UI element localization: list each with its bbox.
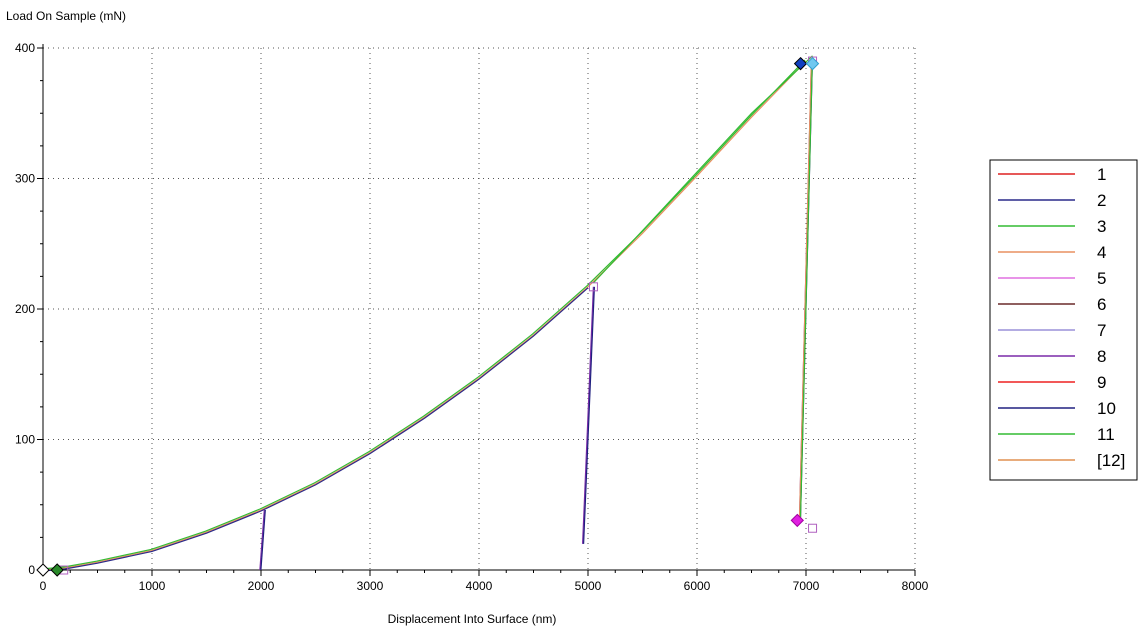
y-tick-label: 400: [15, 41, 35, 55]
grid: [43, 47, 916, 570]
legend: 1 2 3 4 5 6 7 8 9 10 11 [12]: [989, 159, 1138, 481]
legend-label: [12]: [1097, 451, 1125, 470]
x-tick-label: 1000: [139, 579, 166, 593]
x-axis-label: Displacement Into Surface (nm): [388, 612, 557, 626]
series-unloading-segment-dark: [260, 509, 266, 571]
series-loading-curve-green: [41, 59, 806, 570]
legend-label: 11: [1097, 425, 1115, 444]
series-unloading-segment: [259, 509, 265, 571]
point-box-marker: [588, 282, 598, 292]
series-loading-curve-upper-green: [592, 55, 813, 284]
series-group: [41, 55, 813, 572]
diamond-marker: [36, 563, 50, 577]
diamond-marker: [790, 513, 804, 528]
x-tick-label: 3000: [357, 579, 384, 593]
y-tick-label: 100: [15, 433, 35, 447]
x-tick-label: 2000: [248, 579, 275, 593]
series-unloading-segment-dark: [583, 286, 595, 544]
legend-label: 3: [1097, 217, 1106, 236]
series-unloading-segment: [582, 286, 594, 544]
point-box-marker: [808, 523, 818, 533]
legend-box: [989, 159, 1138, 481]
y-tick-label: 200: [15, 302, 35, 316]
x-tick-label: 4000: [466, 579, 493, 593]
series-reload-segment-orange: [798, 58, 812, 518]
y-tick-label: 0: [28, 563, 35, 577]
axes: [42, 44, 915, 571]
x-tick-label: 0: [40, 579, 47, 593]
diamond-marker: [793, 56, 808, 71]
legend-label: 9: [1097, 373, 1106, 392]
legend-label: 8: [1097, 347, 1106, 366]
ticks: 0 1000 2000 3000 4000 5000 6000 7000 8000 0 100 200…: [15, 41, 929, 593]
series-loading-curve-orange: [42, 60, 807, 571]
legend-label: 10: [1097, 399, 1116, 418]
series-reload-segment-green: [799, 58, 813, 518]
y-axis-label: Load On Sample (mN): [6, 9, 126, 23]
diamond-marker: [50, 563, 64, 577]
x-tick-label: 7000: [793, 579, 820, 593]
diamond-marker: [805, 56, 820, 71]
series-loading-curve-dark: [42, 287, 589, 572]
legend-label: 4: [1097, 243, 1106, 262]
legend-label: 2: [1097, 191, 1106, 210]
x-tick-label: 6000: [684, 579, 711, 593]
legend-label: 6: [1097, 295, 1106, 314]
x-tick-label: 8000: [902, 579, 929, 593]
legend-label: 5: [1097, 269, 1106, 288]
legend-label: 1: [1097, 165, 1106, 184]
markers-group: [36, 56, 820, 577]
x-tick-label: 5000: [575, 579, 602, 593]
y-tick-label: 300: [15, 172, 35, 186]
legend-label: 7: [1097, 321, 1106, 340]
